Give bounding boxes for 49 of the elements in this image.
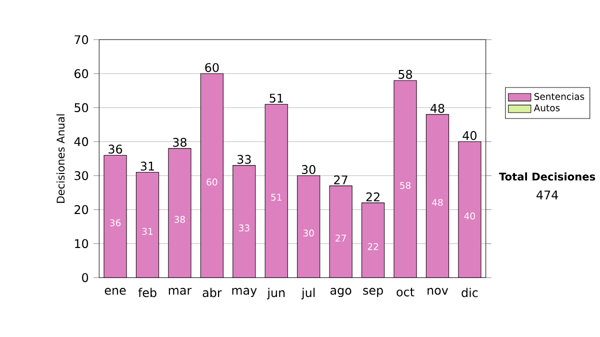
x-tick-label: ago [330,288,352,298]
y-tick-label: 20 [74,205,88,214]
y-tick-label: 60 [74,69,88,78]
data-label: 30 [303,229,314,236]
x-tick-label: feb [138,288,156,298]
x-tick-label: oct [396,288,414,296]
y-tick-label: 40 [74,137,88,146]
data-label: 40 [464,212,475,220]
data-label: 22 [368,243,378,250]
data-label: 38 [174,216,185,223]
data-label: 36 [110,219,121,226]
legend-label: Sentencias [534,92,584,100]
data-label: 27 [336,234,346,242]
total-label: 38 [173,138,186,147]
total-label: 30 [302,164,316,174]
x-tick-label: abr [202,288,222,298]
total-label: 48 [430,104,444,113]
x-tick-label: dic [462,288,478,298]
total-label: 40 [462,131,476,140]
data-label: 31 [142,228,153,235]
total-label: 51 [270,94,283,103]
data-label: 58 [400,182,411,189]
x-tick-label: sep [363,288,383,298]
x-tick-label: ene [104,288,126,295]
data-label: 48 [432,198,443,206]
text: 474 [536,190,558,200]
total-label: 36 [108,144,122,154]
x-tick-label: jul [301,288,315,300]
x-tick-label: may [232,288,257,298]
y-tick-label: 50 [74,103,88,112]
y-axis-title: Decisiones Anual [56,114,65,203]
data-label: 33 [238,224,250,232]
data-label: 51 [271,194,282,201]
y-tick-label: 0 [82,273,88,282]
x-tick-label: nov [428,288,448,295]
total-label: 31 [140,162,154,171]
total-label: 27 [334,175,348,184]
legend-label: Autos [534,104,560,112]
data-label: 60 [206,178,218,186]
y-tick-label: 10 [75,239,88,248]
x-tick-label: mar [168,288,192,295]
y-tick-label: 70 [74,35,88,44]
x-tick-label: jun [266,288,285,300]
total-label: 22 [366,192,380,202]
y-tick-label: 30 [74,171,88,180]
text: Total Decisiones [499,172,596,181]
total-label: 60 [205,63,219,72]
total-label: 33 [238,154,251,164]
total-label: 58 [398,70,412,79]
